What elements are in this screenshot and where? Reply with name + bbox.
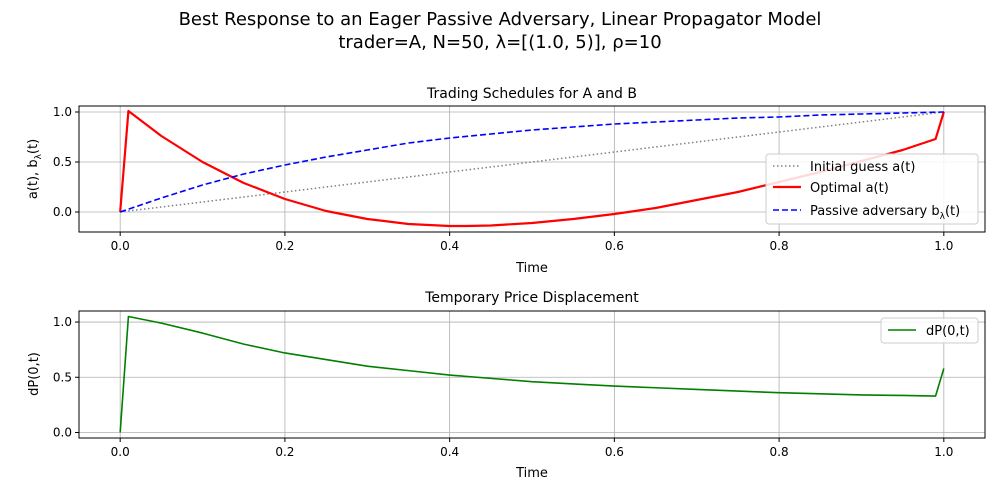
axes-title: Trading Schedules for A and B	[426, 86, 637, 102]
x-axis-label: Time	[515, 261, 548, 276]
legend-label-passive-adversary: Passive adversary bλ(t)	[810, 204, 960, 222]
x-tick-label: 0.4	[440, 239, 459, 253]
axes-frame	[78, 310, 986, 439]
axes-frame	[78, 105, 986, 233]
legend-label-optimal: Optimal a(t)	[810, 181, 889, 196]
legend-label-passive-sub: λ	[940, 212, 946, 222]
y-tick-label: 0.0	[53, 425, 72, 439]
legend-label-passive-main: Passive adversary b	[810, 204, 940, 219]
legend-label-initial-guess: Initial guess a(t)	[810, 160, 915, 175]
x-tick-label: 1.0	[934, 445, 953, 459]
trading-schedules-axes: Trading Schedules for A and B 0.0 0.2 0.4 0…	[26, 86, 986, 276]
y-axis-label: a(t), bλ(t)	[26, 139, 44, 199]
y-tick-label: 0.0	[53, 205, 72, 219]
y-tick-label: 0.5	[53, 370, 72, 384]
legend: Initial guess a(t) Optimal a(t) Passive …	[765, 153, 979, 225]
y-axis-label-main: a(t), b	[26, 159, 41, 199]
x-axis-label: Time	[515, 466, 548, 481]
y-axis-label-sub: λ	[34, 153, 44, 159]
x-tick-label: 0.8	[770, 445, 789, 459]
legend-label-dp: dP(0,t)	[926, 324, 970, 339]
legend: dP(0,t)	[880, 317, 979, 344]
suptitle-line-2: trader=A, N=50, λ=[(1.0, 5)], ρ=10	[338, 32, 661, 53]
x-tick-label: 0.0	[111, 445, 130, 459]
y-tick-label: 0.5	[53, 155, 72, 169]
x-tick-label: 0.2	[275, 445, 294, 459]
x-tick-label: 0.6	[605, 445, 624, 459]
y-axis-label: dP(0,t)	[27, 352, 42, 396]
x-tick-label: 1.0	[934, 239, 953, 253]
x-tick-label: 0.2	[275, 239, 294, 253]
x-tick-label: 0.4	[440, 445, 459, 459]
series-line-3	[119, 111, 944, 213]
x-tick-label: 0.8	[770, 239, 789, 253]
legend-label-passive-tail: (t)	[945, 204, 960, 219]
legend-box	[880, 317, 979, 344]
suptitle-line-1: Best Response to an Eager Passive Advers…	[179, 9, 822, 30]
series-line-1	[119, 315, 945, 433]
y-tick-label: 1.0	[53, 315, 72, 329]
axes-title: Temporary Price Displacement	[424, 290, 639, 306]
price-displacement-axes: Temporary Price Displacement 0.0 0.2 0.4 0.…	[27, 290, 986, 481]
x-tick-label: 0.0	[111, 239, 130, 253]
x-tick-label: 0.6	[605, 239, 624, 253]
legend-box	[765, 153, 979, 225]
y-tick-label: 1.0	[53, 105, 72, 119]
y-axis-label-tail: (t)	[26, 139, 41, 154]
